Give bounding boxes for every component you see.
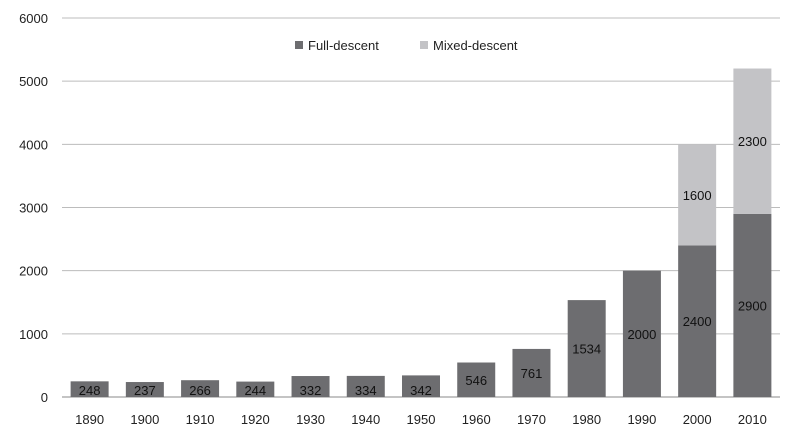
- bar-full-descent-1920: [236, 381, 275, 397]
- bar-full-descent-1910: [181, 380, 220, 397]
- x-tick-label: 1950: [407, 412, 436, 427]
- x-tick-label: 1920: [241, 412, 270, 427]
- x-tick-label: 1940: [351, 412, 380, 427]
- bar-full-descent-1950: [402, 375, 440, 397]
- bar-full-descent-2000: [678, 245, 717, 397]
- legend-swatch-full-descent: [295, 41, 303, 49]
- data-label: 2000: [627, 327, 656, 342]
- data-label: 266: [189, 383, 211, 398]
- y-tick-label: 5000: [19, 74, 48, 89]
- y-tick-label: 6000: [19, 11, 48, 26]
- data-label: 2400: [683, 314, 712, 329]
- x-tick-label: 1970: [517, 412, 546, 427]
- data-label: 1600: [683, 188, 712, 203]
- data-label: 2900: [738, 298, 767, 313]
- data-label: 237: [134, 383, 156, 398]
- bar-full-descent-1970: [512, 348, 551, 397]
- x-tick-label: 1910: [186, 412, 215, 427]
- data-label: 546: [465, 373, 487, 388]
- legend-label-mixed-descent: Mixed-descent: [433, 38, 518, 53]
- bar-full-descent-1960: [457, 362, 496, 397]
- data-label: 761: [521, 366, 543, 381]
- y-axis-ticks: 0 1000 2000 3000 4000 5000 6000: [19, 11, 48, 405]
- data-label: 2300: [738, 134, 767, 149]
- legend-swatch-mixed-descent: [420, 41, 428, 49]
- x-axis-ticks: 1890 1900 1910 1920 1930 1940 1950 1960 1970 1980…: [75, 412, 767, 427]
- bar-full-descent-1900: [125, 382, 164, 397]
- x-tick-label: 2000: [683, 412, 712, 427]
- bars: [70, 68, 772, 397]
- bar-full-descent-1990: [622, 270, 661, 397]
- x-tick-label: 2010: [738, 412, 767, 427]
- x-tick-label: 1890: [75, 412, 104, 427]
- x-tick-label: 1900: [130, 412, 159, 427]
- bar-full-descent-1890: [70, 381, 109, 397]
- y-tick-label: 2000: [19, 264, 48, 279]
- bar-mixed-descent-2010: [733, 68, 772, 214]
- y-tick-label: 0: [41, 390, 48, 405]
- legend-label-full-descent: Full-descent: [308, 38, 379, 53]
- x-tick-label: 1990: [627, 412, 656, 427]
- data-label: 248: [79, 383, 101, 398]
- y-tick-label: 4000: [19, 137, 48, 152]
- x-tick-label: 1980: [572, 412, 601, 427]
- y-tick-label: 1000: [19, 327, 48, 342]
- data-label: 334: [355, 383, 377, 398]
- data-label: 332: [300, 383, 322, 398]
- bar-mixed-descent-2000: [678, 144, 717, 246]
- bar-full-descent-1940: [346, 375, 385, 397]
- bar-full-descent-2010: [733, 213, 772, 397]
- bar-full-descent-1980: [567, 300, 606, 397]
- x-tick-label: 1960: [462, 412, 491, 427]
- data-label: 342: [410, 383, 432, 398]
- x-tick-label: 1930: [296, 412, 325, 427]
- data-label: 244: [244, 383, 266, 398]
- legend: Full-descent Mixed-descent: [295, 38, 518, 53]
- data-labels: 248 237 266 244 332 334 342 546 761 1534 2000 2400 1…: [79, 134, 767, 398]
- grid-lines: [62, 17, 780, 398]
- y-tick-label: 3000: [19, 201, 48, 216]
- data-label: 1534: [572, 342, 601, 357]
- bar-full-descent-1930: [291, 376, 330, 397]
